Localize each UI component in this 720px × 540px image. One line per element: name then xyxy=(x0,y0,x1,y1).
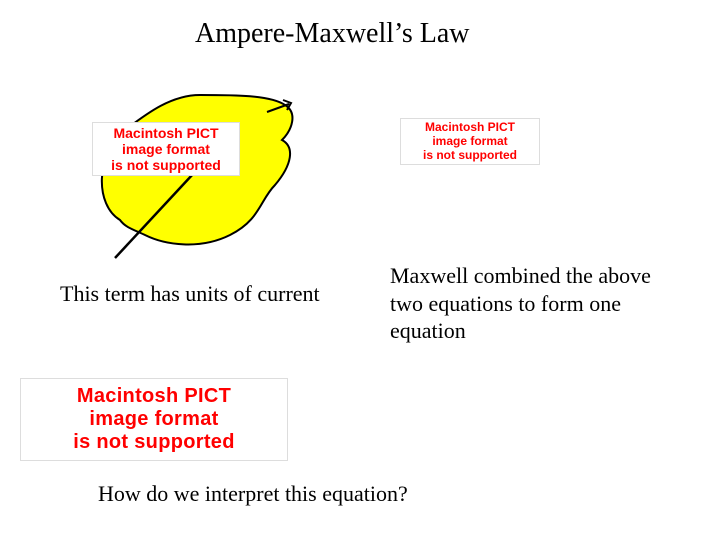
paragraph-right: Maxwell combined the above two equations… xyxy=(390,262,651,345)
slide: Ampere-Maxwell’s Law Macintosh PICT imag… xyxy=(0,0,720,540)
caption-left: This term has units of current xyxy=(60,280,320,308)
pict-line: Macintosh PICT xyxy=(407,121,533,135)
paragraph-line: equation xyxy=(390,317,651,345)
question-text: How do we interpret this equation? xyxy=(98,480,408,508)
pict-line: is not supported xyxy=(407,149,533,163)
paragraph-line: Maxwell combined the above xyxy=(390,262,651,290)
pict-line: image format xyxy=(407,135,533,149)
pict-line: is not supported xyxy=(29,431,279,454)
pict-line: image format xyxy=(99,141,233,157)
pict-placeholder-left: Macintosh PICT image format is not suppo… xyxy=(92,122,240,176)
paragraph-line: two equations to form one xyxy=(390,290,651,318)
pict-placeholder-bottom: Macintosh PICT image format is not suppo… xyxy=(20,378,288,461)
pict-line: image format xyxy=(29,408,279,431)
small-arrow-icon xyxy=(265,98,301,118)
pict-line: Macintosh PICT xyxy=(99,125,233,141)
pict-line: is not supported xyxy=(99,157,233,173)
pict-placeholder-right: Macintosh PICT image format is not suppo… xyxy=(400,118,540,165)
pict-line: Macintosh PICT xyxy=(29,385,279,408)
